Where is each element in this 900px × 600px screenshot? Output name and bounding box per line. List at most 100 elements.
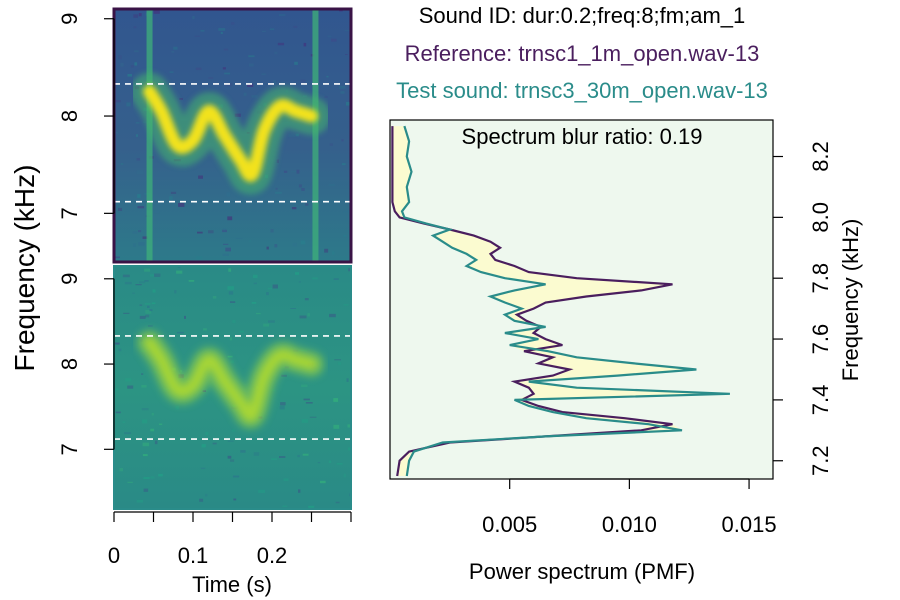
x-tick-label: 0.1: [178, 543, 209, 568]
noise-speck: [227, 286, 234, 290]
y-tick-label: 9: [57, 13, 82, 25]
noise-speck: [249, 240, 252, 243]
noise-speck: [324, 248, 329, 253]
noise-speck: [134, 62, 138, 66]
noise-speck: [326, 75, 329, 78]
noise-speck: [344, 30, 351, 32]
noise-speck: [184, 315, 186, 319]
noise-speck: [332, 251, 335, 255]
noise-speck: [118, 55, 122, 60]
noise-speck: [124, 281, 132, 285]
noise-speck: [345, 54, 348, 55]
noise-speck: [276, 159, 279, 163]
noise-speck: [115, 411, 121, 414]
spectrogram-y-axis-label: Frequency (kHz): [9, 165, 40, 372]
noise-speck: [266, 292, 269, 296]
noise-speck: [144, 303, 151, 305]
noise-speck: [154, 273, 161, 277]
noise-speck: [333, 398, 339, 402]
noise-speck: [114, 342, 120, 345]
noise-speck: [222, 67, 226, 70]
noise-speck: [141, 373, 144, 375]
noise-speck: [154, 440, 158, 445]
noise-speck: [270, 229, 274, 233]
noise-speck: [248, 55, 255, 58]
noise-speck: [329, 143, 333, 146]
noise-speck: [346, 101, 351, 106]
noise-speck: [329, 313, 336, 318]
noise-speck: [125, 378, 132, 382]
noise-speck: [305, 402, 313, 404]
noise-speck: [169, 196, 173, 200]
noise-speck: [141, 385, 147, 388]
noise-speck: [143, 477, 150, 479]
noise-speck: [120, 62, 124, 67]
noise-speck: [320, 480, 326, 484]
plot-background: [390, 120, 773, 479]
noise-speck: [331, 38, 337, 42]
noise-speck: [279, 14, 286, 16]
noise-speck: [115, 388, 119, 391]
noise-speck: [170, 191, 177, 194]
signal-onset-line: [146, 9, 153, 262]
noise-speck: [227, 440, 234, 442]
noise-speck: [133, 14, 139, 18]
noise-speck: [212, 296, 217, 299]
noise-speck: [327, 35, 332, 38]
noise-speck: [251, 95, 258, 98]
noise-speck: [119, 468, 123, 472]
spectrogram-axes: 7 8 9 7 8 9 0 0.1 0.2: [57, 13, 352, 568]
noise-speck: [114, 256, 120, 259]
noise-speck: [137, 194, 141, 198]
noise-speck: [223, 48, 229, 51]
noise-speck: [178, 203, 185, 207]
noise-speck: [224, 72, 231, 75]
y-tick-label: 7: [57, 207, 82, 219]
noise-speck: [122, 274, 130, 278]
noise-speck: [261, 73, 266, 75]
noise-speck: [176, 270, 183, 274]
noise-speck: [194, 35, 200, 37]
noise-speck: [142, 419, 148, 424]
noise-speck: [139, 315, 146, 319]
noise-speck: [333, 278, 339, 280]
noise-speck: [271, 458, 277, 460]
noise-speck: [279, 405, 285, 410]
noise-speck: [266, 246, 269, 250]
noise-speck: [328, 460, 332, 463]
noise-speck: [135, 134, 138, 137]
noise-speck: [120, 163, 124, 165]
noise-speck: [301, 384, 308, 387]
y-tick-label: 7.6: [808, 324, 833, 355]
noise-speck: [222, 253, 229, 256]
noise-speck: [229, 337, 233, 341]
noise-speck: [149, 274, 155, 277]
noise-speck: [297, 454, 300, 458]
noise-speck: [154, 210, 160, 214]
noise-speck: [290, 308, 296, 309]
y-tick-label: 8.2: [808, 141, 833, 172]
noise-speck: [339, 85, 346, 89]
noise-speck: [303, 398, 310, 401]
noise-speck: [302, 453, 309, 456]
noise-speck: [126, 102, 131, 107]
noise-speck: [253, 282, 257, 285]
noise-speck: [348, 268, 351, 272]
noise-speck: [268, 320, 275, 323]
noise-speck: [243, 92, 247, 96]
noise-speck: [127, 74, 132, 77]
noise-speck: [328, 183, 335, 186]
noise-speck: [152, 289, 156, 293]
noise-speck: [218, 28, 226, 31]
noise-speck: [198, 175, 203, 179]
noise-speck: [132, 243, 137, 247]
noise-speck: [227, 355, 233, 358]
y-tick-label: 7: [57, 443, 82, 455]
noise-speck: [334, 359, 341, 361]
noise-speck: [324, 96, 328, 98]
noise-speck: [158, 423, 163, 425]
noise-speck: [312, 277, 318, 280]
noise-speck: [135, 284, 142, 286]
noise-speck: [341, 163, 346, 166]
noise-speck: [300, 240, 306, 245]
